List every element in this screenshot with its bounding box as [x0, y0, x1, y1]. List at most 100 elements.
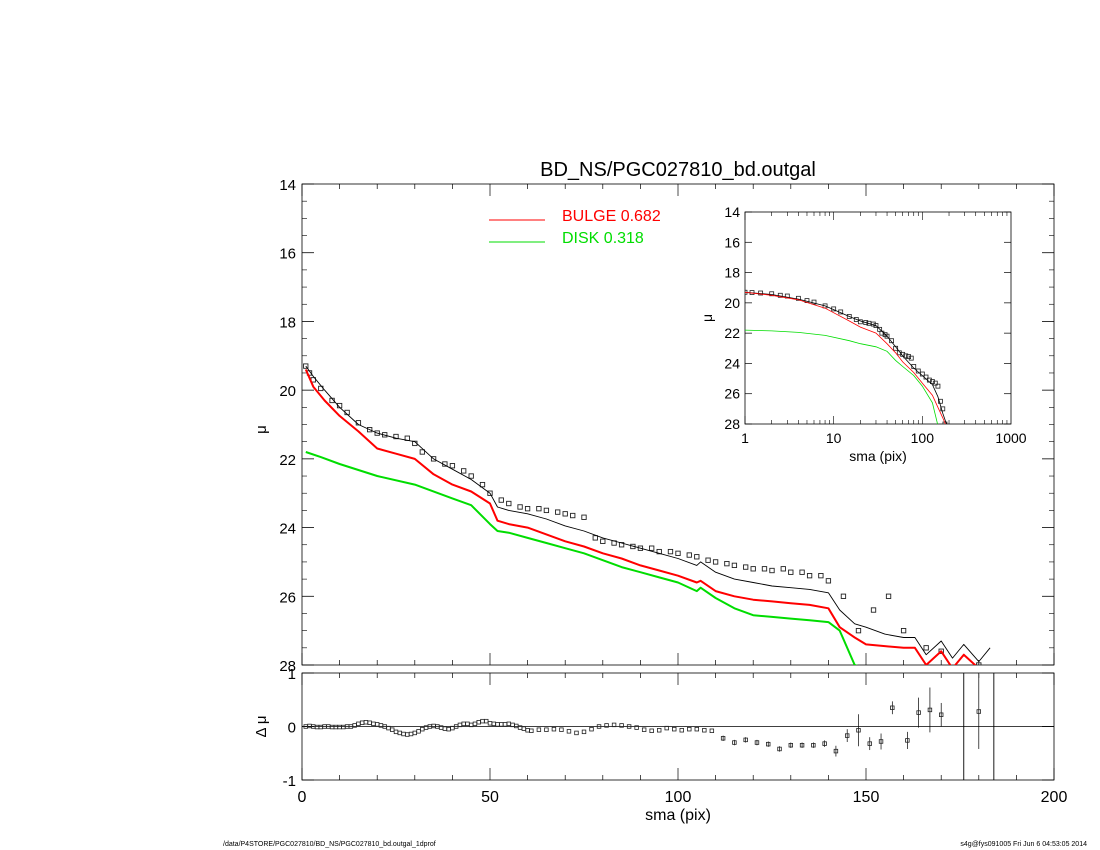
- legend-label-disk: DISK 0.318: [562, 230, 644, 247]
- inset-series-layer: [745, 289, 948, 424]
- data-point: [724, 560, 730, 567]
- data-point: [419, 449, 425, 455]
- residual-point: [307, 723, 312, 729]
- data-point: [374, 430, 380, 436]
- inset-y-tick-label: 26: [724, 386, 740, 402]
- residual-point: [679, 728, 684, 733]
- inset-data-point: [811, 299, 817, 305]
- residual-point: [314, 724, 320, 730]
- data-point: [694, 554, 700, 560]
- resid-x-tick-label: 200: [1041, 789, 1068, 806]
- data-point: [637, 545, 644, 551]
- data-point: [487, 490, 493, 496]
- data-point: [517, 504, 523, 510]
- residual-point: [596, 724, 602, 729]
- residual-point: [702, 728, 707, 733]
- inset-y-tick-label: 20: [724, 295, 740, 311]
- residual-point: [589, 726, 594, 732]
- data-point: [675, 550, 681, 556]
- inset-data-point: [942, 421, 948, 424]
- residual-point: [833, 748, 839, 754]
- residual-point: [766, 741, 771, 747]
- inset-y-tick-label: 24: [724, 355, 740, 371]
- inset-data-point: [906, 354, 911, 360]
- residual-point: [799, 743, 805, 748]
- residual-point: [371, 721, 376, 727]
- inset-data-point: [932, 380, 938, 386]
- residual-point: [472, 721, 478, 727]
- data-point: [885, 593, 892, 599]
- inset-data-point: [758, 290, 764, 296]
- residual-point: [333, 724, 339, 730]
- data-point: [570, 512, 576, 519]
- residual-point: [927, 707, 933, 713]
- data-point: [818, 573, 824, 579]
- footer-timestamp: s4g@fys091005 Fri Jun 6 04:53:05 2014: [960, 841, 1087, 848]
- residual-point: [544, 727, 549, 732]
- inset-data-point: [795, 295, 801, 301]
- residual-point: [393, 729, 399, 735]
- inset-data-point: [846, 314, 852, 319]
- residual-point: [363, 720, 369, 725]
- residual-point: [401, 731, 406, 737]
- x-axis-label: sma (pix): [645, 807, 711, 824]
- residual-point: [420, 726, 425, 732]
- data-point: [855, 627, 862, 634]
- residual-point: [581, 729, 587, 735]
- data-point: [656, 548, 662, 555]
- residual-point: [461, 721, 466, 727]
- residual-point: [356, 721, 361, 727]
- data-point: [479, 481, 486, 488]
- residual-point: [390, 727, 395, 732]
- residual-point: [694, 726, 699, 732]
- y-axis-label: μ: [253, 425, 270, 434]
- residual-point: [754, 740, 760, 745]
- residual-point: [495, 722, 500, 727]
- inset-data-point: [863, 320, 869, 325]
- data-point: [840, 593, 847, 599]
- inset-data-point: [896, 350, 902, 356]
- inset-x-tick-label: 1000: [995, 430, 1026, 446]
- chart-title: BD_NS/PGC027810_bd.outgal: [540, 159, 816, 181]
- inset-data-point: [873, 323, 879, 328]
- data-point: [498, 497, 504, 503]
- residual-point: [687, 726, 692, 732]
- y-tick-label: 24: [279, 521, 296, 538]
- inset-data-point: [769, 291, 775, 297]
- residual-point: [491, 721, 496, 727]
- residual-point: [484, 718, 489, 724]
- residual-point: [341, 724, 346, 730]
- residual-point: [397, 730, 402, 736]
- residual-point: [657, 728, 662, 733]
- residual-point: [822, 741, 827, 746]
- residual-point: [634, 725, 639, 730]
- inset-data-point: [889, 338, 894, 344]
- data-point: [600, 538, 606, 544]
- data-point: [870, 607, 877, 613]
- data-point: [506, 500, 512, 507]
- residual-point: [672, 726, 677, 732]
- inset-y-tick-label: 22: [724, 325, 740, 341]
- legend-label-bulge: BULGE 0.682: [562, 208, 661, 225]
- resid-y-tick-label: -1: [283, 773, 296, 790]
- residual-point: [318, 724, 323, 730]
- data-point: [543, 507, 550, 514]
- data-point: [536, 506, 542, 512]
- data-point: [743, 564, 749, 570]
- residual-point: [529, 728, 534, 733]
- residual-point: [788, 743, 793, 748]
- plot-frame: [744, 211, 1012, 425]
- residual-point: [359, 720, 365, 725]
- residual-point: [525, 728, 530, 733]
- data-point: [667, 548, 674, 555]
- data-point: [825, 578, 832, 584]
- residual-point: [412, 730, 417, 736]
- inset-data-point: [935, 383, 941, 389]
- residual-point: [939, 712, 944, 717]
- data-point: [562, 511, 568, 517]
- residual-point: [551, 726, 557, 732]
- main-profile-panel: BD_NS/PGC027810_bd.outgal 14 16 18 20 22 24 26 2…: [253, 159, 1055, 675]
- data-point: [780, 566, 786, 572]
- residual-point: [604, 723, 609, 728]
